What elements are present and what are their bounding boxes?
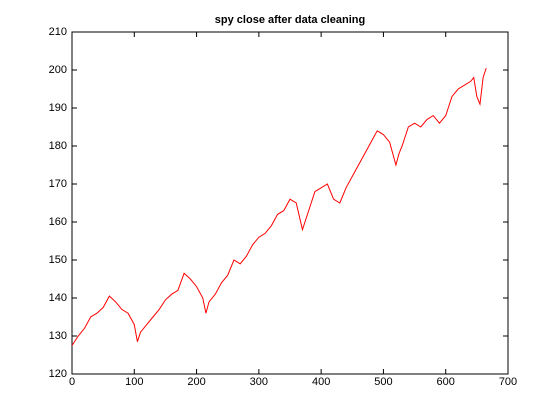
- x-tick-label: 200: [187, 376, 205, 388]
- x-tick-label: 100: [125, 376, 143, 388]
- y-tick-label: 180: [49, 140, 67, 152]
- y-tick-label: 190: [49, 102, 67, 114]
- chart-title: spy close after data cleaning: [215, 14, 365, 26]
- y-tick-label: 170: [49, 178, 67, 190]
- x-tick-label: 700: [499, 376, 517, 388]
- y-tick-label: 160: [49, 216, 67, 228]
- y-tick-label: 140: [49, 292, 67, 304]
- x-tick-label: 600: [437, 376, 455, 388]
- y-tick-label: 210: [49, 26, 67, 38]
- data-line: [71, 67, 487, 346]
- y-tick-label: 150: [49, 254, 67, 266]
- y-tick-label: 130: [49, 330, 67, 342]
- x-tick-label: 300: [250, 376, 268, 388]
- x-tick-label: 400: [312, 376, 330, 388]
- axes-box: [71, 31, 509, 375]
- x-tick-label: 0: [69, 376, 75, 388]
- x-tick-label: 500: [374, 376, 392, 388]
- y-tick-label: 200: [49, 64, 67, 76]
- y-tick-label: 120: [49, 368, 67, 380]
